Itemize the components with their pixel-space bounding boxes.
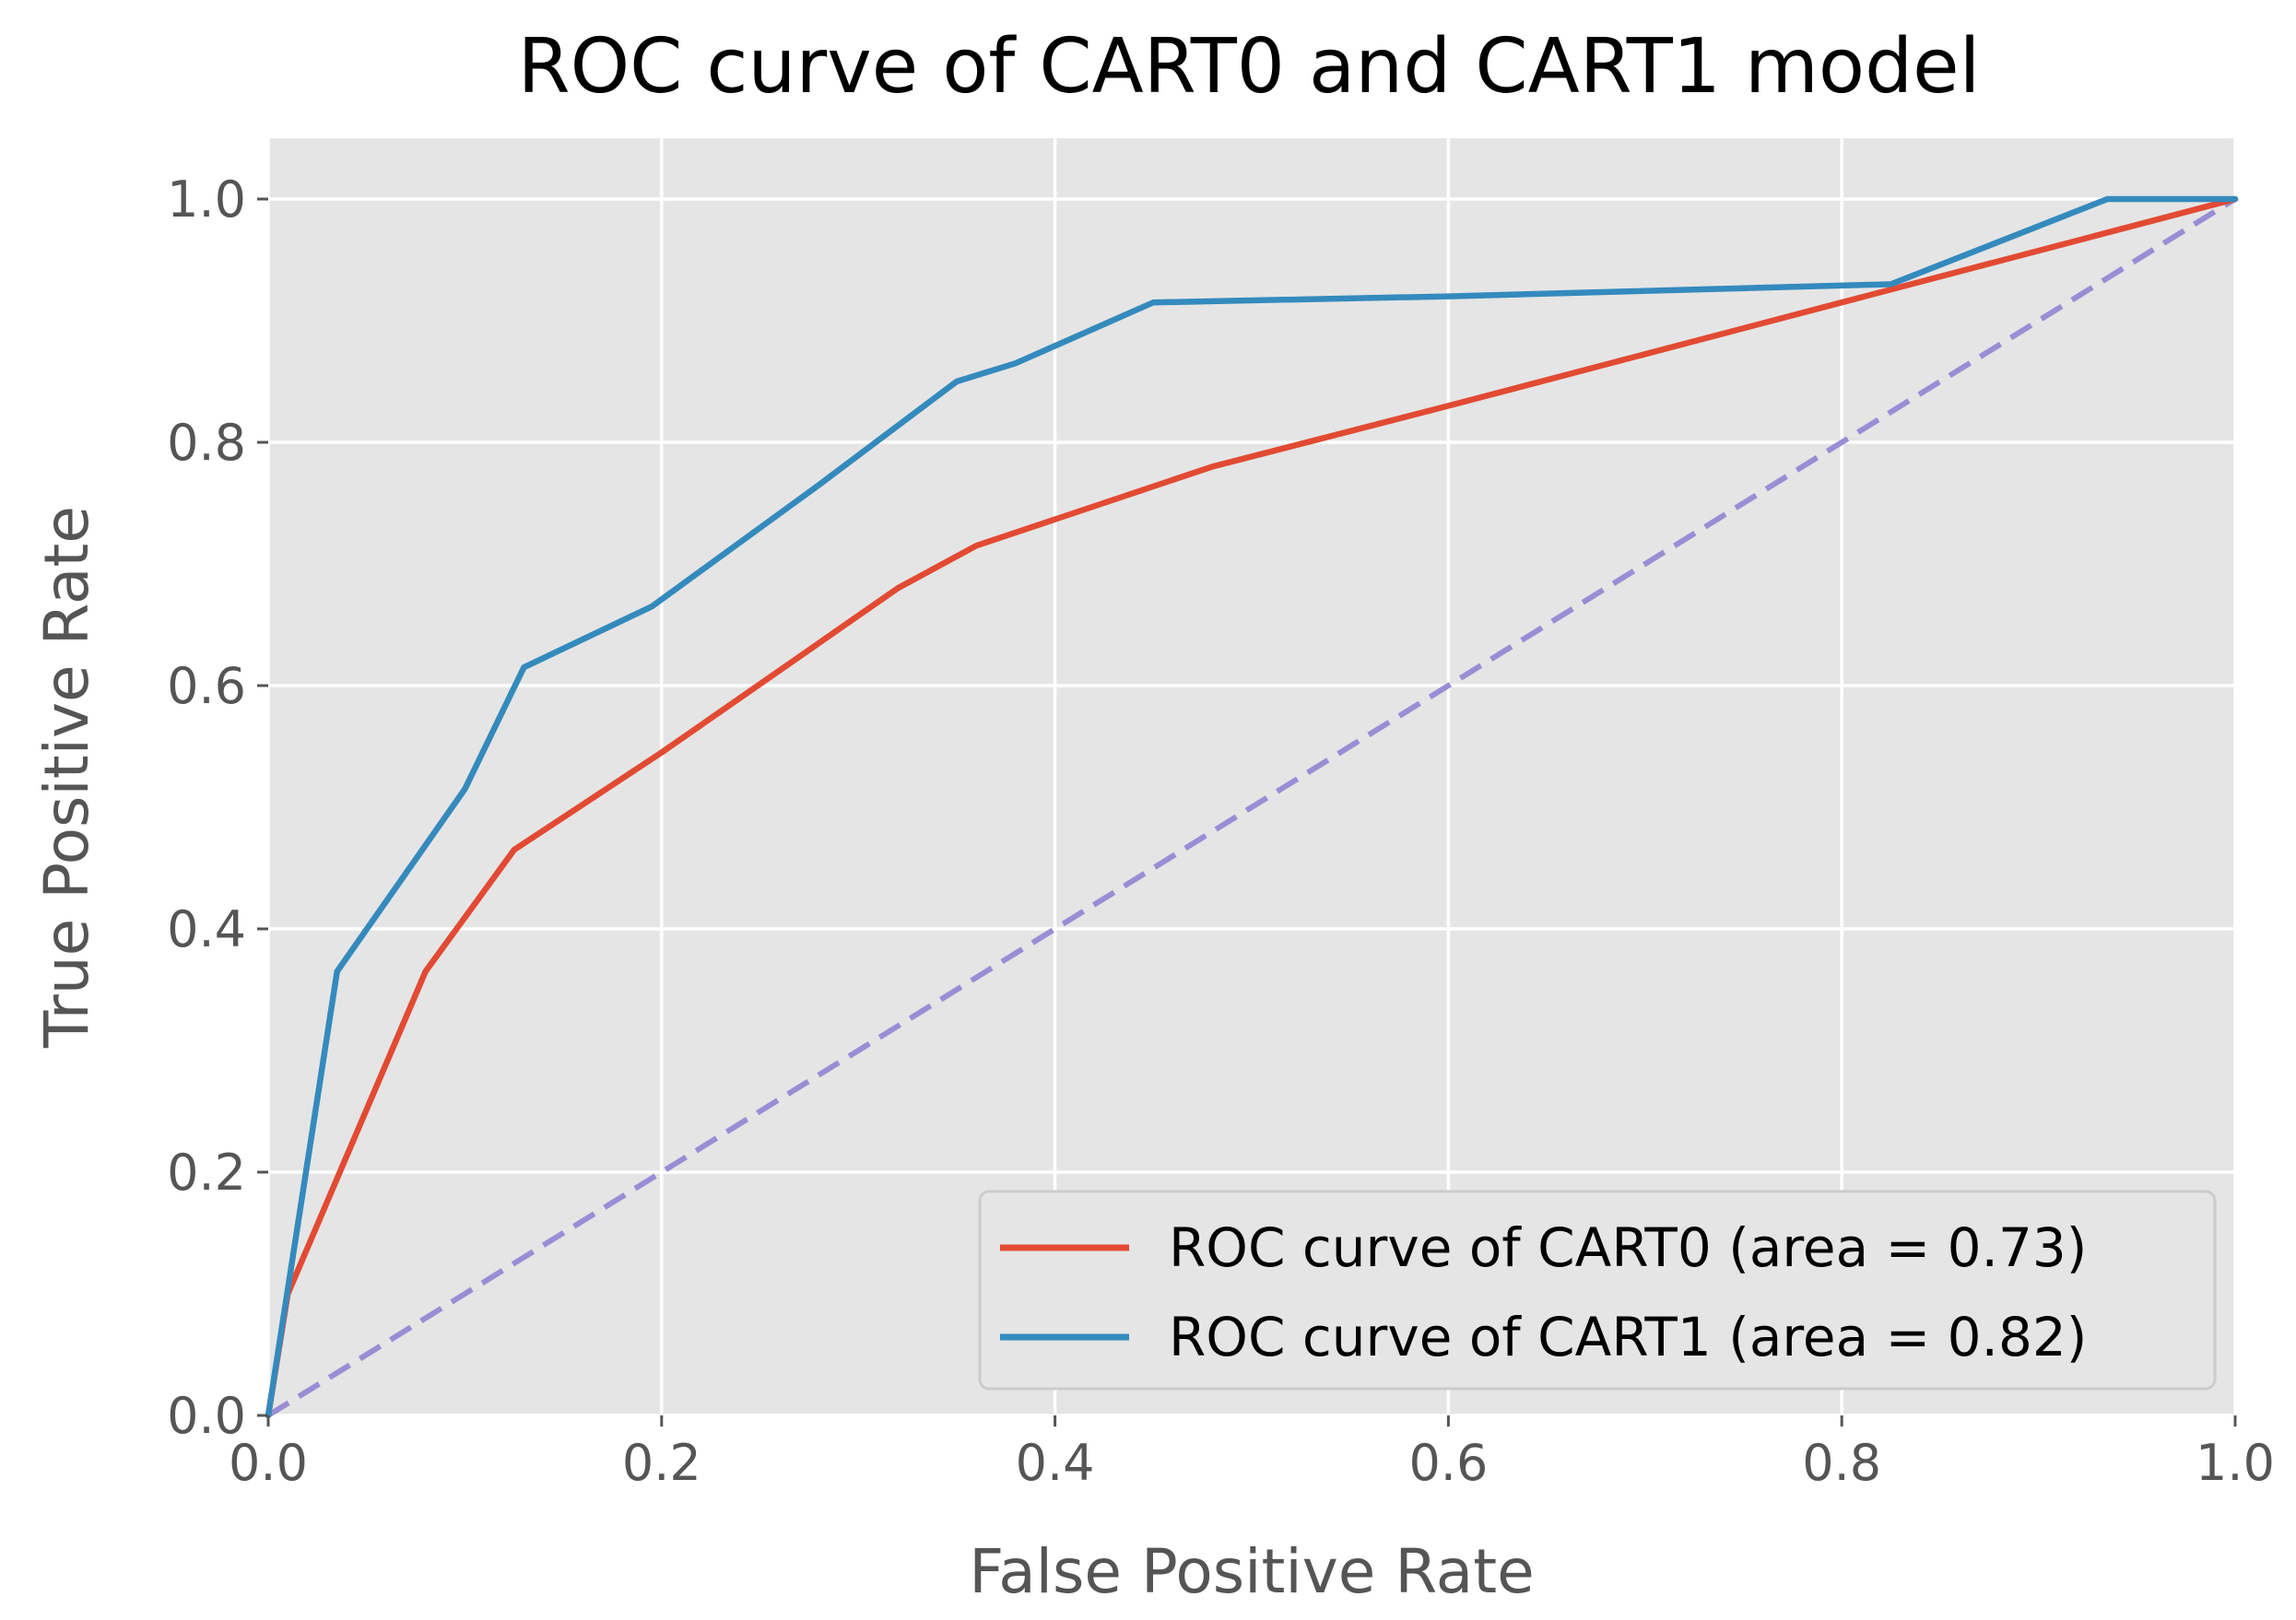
roc-series-line-1: [265, 195, 2239, 1419]
legend: ROC curve of CART0 (area = 0.73) ROC curv…: [978, 1190, 2217, 1391]
y-tick-label: 0.6: [167, 657, 246, 715]
chart-title: ROC curve of CART0 and CART1 model: [518, 23, 1981, 111]
y-tick-label: 1.0: [167, 170, 246, 229]
y-axis-label: True Positive Rate: [31, 506, 102, 1049]
grid: [266, 138, 2237, 1417]
y-tick-label: 0.4: [167, 900, 246, 958]
legend-label: ROC curve of CART1 (area = 0.82): [1169, 1306, 2087, 1368]
x-tick-label: 1.0: [2196, 1434, 2275, 1492]
x-tick-label: 0.8: [1802, 1434, 1881, 1492]
y-tick-label: 0.2: [167, 1144, 246, 1202]
series-layer: [265, 195, 2239, 1419]
x-tick-label: 0.6: [1408, 1434, 1488, 1492]
y-tick-label: 0.8: [167, 414, 246, 472]
x-tick-label: 0.4: [1016, 1434, 1095, 1492]
roc-series-line-0: [265, 195, 2239, 1419]
y-tick-label: 0.0: [167, 1387, 246, 1445]
ticks: 0.0 0.2 0.4 0.6 0.8 1.0 0.0 0.2 0.4 0.6 0.8 1.0: [167, 170, 2275, 1492]
legend-label: ROC curve of CART0 (area = 0.73): [1169, 1216, 2087, 1279]
x-axis-label: False Positive Rate: [969, 1536, 1534, 1607]
chance-diagonal-line: [266, 196, 2237, 1418]
legend-box: [978, 1190, 2217, 1391]
x-tick-label: 0.2: [622, 1434, 701, 1492]
x-tick-label: 0.0: [229, 1434, 308, 1492]
